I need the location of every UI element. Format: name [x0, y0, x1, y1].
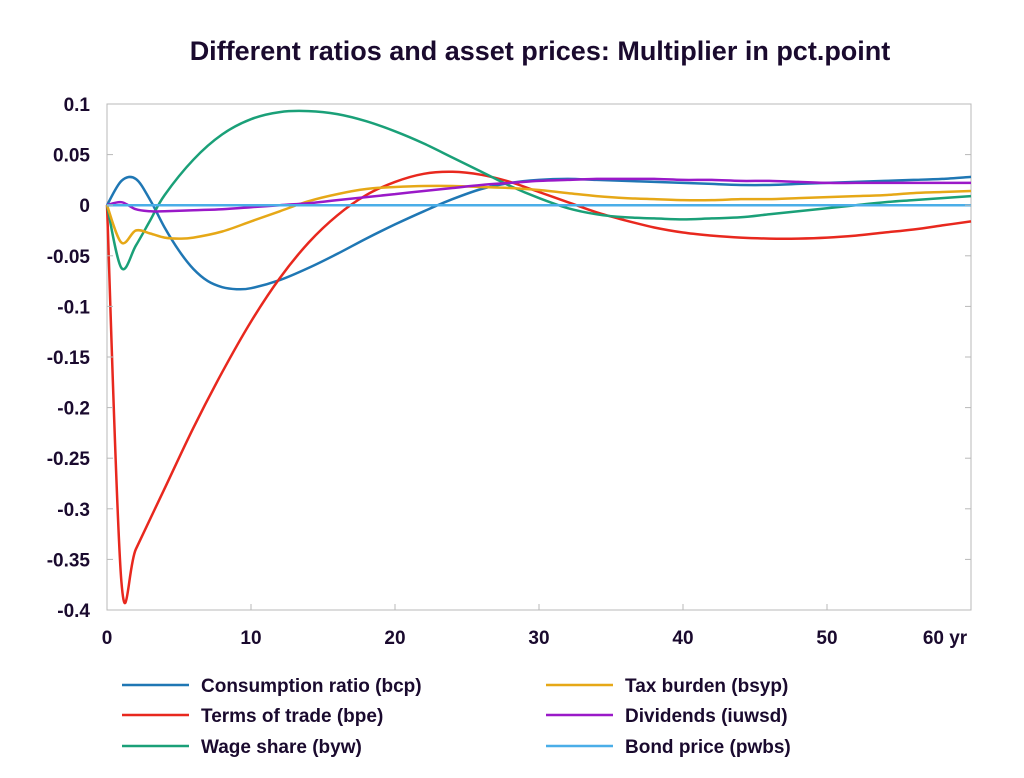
legend-item-terms-of-trade: Terms of trade (bpe): [122, 706, 383, 727]
legend-label: Terms of trade (bpe): [201, 706, 383, 727]
legend-label: Bond price (pwbs): [625, 737, 791, 758]
y-tick-label: -0.1: [57, 297, 90, 318]
y-tick-label: -0.35: [47, 550, 91, 571]
y-tick-label: -0.25: [47, 449, 91, 470]
y-tick-label: -0.15: [47, 348, 91, 369]
series-line-wage-share: [105, 109, 972, 271]
y-tick-label: 0.05: [53, 146, 90, 167]
legend-item-dividends: Dividends (iuwsd): [546, 706, 788, 727]
series-line-consumption-ratio: [105, 175, 972, 291]
plot-area: 0.1 0.05 0 -0.05 -0.1 -0.15 -0.2 -0.25 -0.3 -0.35…: [47, 95, 972, 649]
legend-label: Consumption ratio (bcp): [201, 676, 422, 697]
y-axis: 0.1 0.05 0 -0.05 -0.1 -0.15 -0.2 -0.25 -0.3 -0.35…: [47, 95, 971, 622]
y-tick-label: -0.4: [57, 601, 90, 622]
x-tick-label: 20: [384, 628, 405, 649]
series-line-dividends: [106, 177, 971, 213]
x-tick-label: 50: [816, 628, 837, 649]
y-tick-label: 0: [79, 196, 90, 217]
legend-label: Dividends (iuwsd): [625, 706, 788, 727]
x-tick-label: 30: [528, 628, 549, 649]
legend: Consumption ratio (bcp) Terms of trade (b…: [122, 676, 791, 758]
series-line-terms-of-trade: [105, 170, 972, 605]
chart-title: Different ratios and asset prices: Multi…: [190, 36, 891, 66]
x-tick-label: 0: [102, 628, 113, 649]
x-tick-label: 40: [672, 628, 693, 649]
legend-label: Tax burden (bsyp): [625, 676, 788, 697]
y-tick-label: -0.05: [47, 247, 91, 268]
legend-item-bond-price: Bond price (pwbs): [546, 737, 791, 758]
x-tick-label: 10: [240, 628, 261, 649]
legend-item-wage-share: Wage share (byw): [122, 737, 362, 758]
x-tick-label: 60 yr: [923, 628, 968, 649]
y-tick-label: 0.1: [64, 95, 91, 116]
y-tick-label: -0.2: [57, 399, 90, 420]
x-axis: 0 10 20 30 40 50 60 yr: [102, 604, 972, 649]
y-tick-label: -0.3: [57, 500, 90, 521]
series-line-tax-burden: [105, 184, 972, 245]
series-lines: [105, 109, 972, 605]
legend-item-consumption-ratio: Consumption ratio (bcp): [122, 676, 422, 697]
legend-label: Wage share (byw): [201, 737, 362, 758]
legend-item-tax-burden: Tax burden (bsyp): [546, 676, 788, 697]
